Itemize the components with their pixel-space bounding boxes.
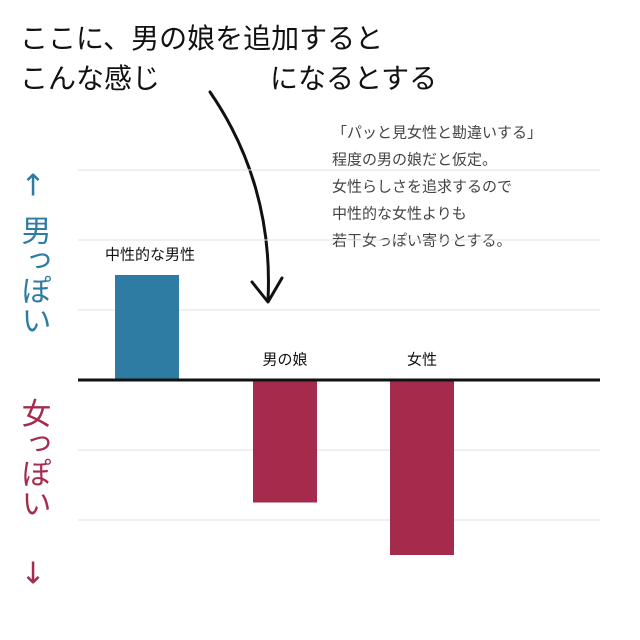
bar [390, 380, 454, 555]
y-label-arrow: ↓ [20, 557, 45, 592]
category-label: 男の娘 [262, 351, 307, 369]
annotation: 程度の男の娘だと仮定。 [332, 151, 497, 169]
pointer-arrowhead [250, 276, 284, 304]
bar [115, 275, 179, 380]
pointer-arrow [208, 90, 270, 302]
annotation: 女性らしさを追求するので [332, 178, 512, 196]
bar [253, 380, 317, 503]
annotation: 「パッと見女性と勘違いする」 [332, 124, 542, 142]
y-label-arrow: ↑ [20, 169, 45, 204]
annotation: 中性的な女性よりも [332, 205, 467, 223]
category-label: 中性的な男性 [105, 246, 195, 264]
chart-title: こんな感じ [20, 62, 160, 95]
y-label: 女っぽい [16, 398, 51, 518]
chart-title: になるとする [270, 62, 437, 95]
chart-title: ここに、男の娘を追加すると [20, 22, 383, 55]
category-label: 女性 [407, 351, 437, 369]
y-label: 男っぽい [16, 215, 51, 335]
